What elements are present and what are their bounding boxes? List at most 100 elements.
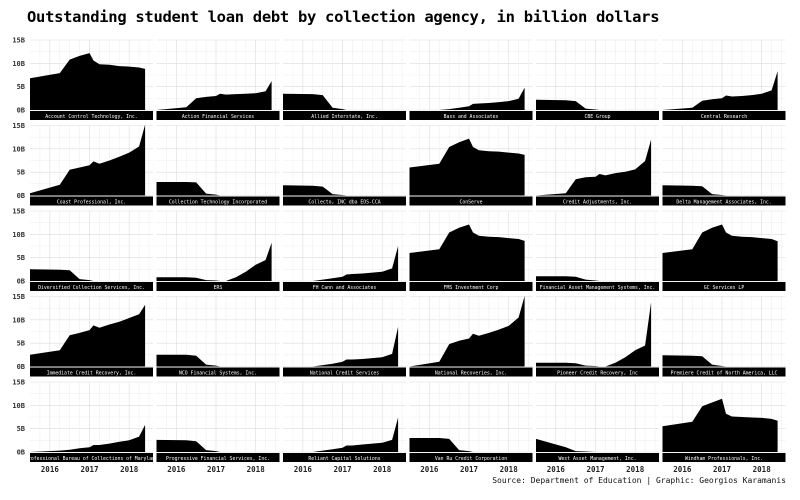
panel: National Recoveries, Inc. — [409, 296, 533, 377]
x-tick-label: 2016 — [41, 465, 60, 474]
series-area — [156, 182, 272, 196]
panel-label: FMS Investment Corp — [444, 285, 499, 291]
panel: Central Research — [662, 39, 786, 120]
panel-label-bar — [409, 282, 533, 291]
panel-label-bar — [156, 282, 280, 291]
y-tick-label: 5B — [17, 83, 25, 91]
panel-label-bar — [156, 111, 280, 120]
panel: CBE Group — [536, 39, 659, 120]
y-tick-label: 15B — [12, 208, 25, 216]
y-tick-label: 5B — [17, 254, 25, 262]
x-tick-label: 2017 — [586, 465, 604, 474]
panel: ERS — [156, 210, 280, 291]
series-area — [156, 354, 272, 367]
panel-label-bar — [662, 111, 786, 120]
panel-label-bar — [662, 196, 786, 206]
panel-label: Windham Professionals, Inc. — [685, 456, 763, 462]
series-area — [662, 185, 778, 196]
panel-label: ConServe — [459, 199, 482, 205]
panel-label-bar — [30, 196, 153, 206]
panel: NCO Financial Systems, Inc. — [156, 296, 280, 377]
panel-label: Reliant Capital Solutions — [308, 456, 380, 462]
series-area — [409, 87, 525, 110]
panel: Immediate Credit Recovery, Inc. 0B 5B 10B 15… — [12, 293, 153, 377]
panel: Progressive Financial Services, Inc. 2016… — [156, 381, 280, 474]
panel-label-bar — [536, 453, 659, 462]
series-area — [662, 355, 778, 367]
panel-label-bar — [283, 111, 406, 120]
panel-label-bar — [536, 111, 659, 120]
panel: Windham Professionals, Inc. 2016 2017 2018 — [662, 381, 786, 474]
panel-label: Credit Adjustments, Inc. — [563, 199, 632, 205]
panel-label-bar — [30, 282, 153, 291]
series-area — [409, 224, 525, 281]
panel-label-bar — [536, 282, 659, 291]
x-tick-label: 2017 — [460, 465, 478, 474]
panel-label-bar — [283, 282, 406, 291]
panel: Bass and Associates — [409, 39, 533, 120]
y-tick-label: 10B — [12, 145, 25, 153]
panel-label-bar — [283, 453, 406, 462]
panel-label: Professional Bureau of Collections of Ma… — [25, 456, 158, 462]
source-caption: Source: Department of Education | Graphi… — [492, 476, 786, 485]
x-tick-label: 2016 — [294, 465, 313, 474]
y-tick-label: 10B — [12, 60, 25, 68]
panel-label: National Credit Services — [310, 370, 379, 376]
panel-label: ERS — [214, 285, 223, 291]
series-area — [30, 53, 146, 110]
panel: Coast Professional, Inc. 0B 5B 10B 15B — [12, 122, 153, 206]
x-tick-label: 2016 — [547, 465, 566, 474]
x-tick-label: 2018 — [373, 465, 392, 474]
series-area — [156, 81, 272, 110]
series-area — [662, 224, 778, 281]
y-tick-label: 15B — [12, 122, 25, 130]
panel-label: Pioneer Credit Recovery, Inc — [557, 370, 638, 376]
panel: GC Services LP — [662, 210, 786, 291]
y-tick-label: 15B — [12, 379, 25, 387]
chart-title: Outstanding student loan debt by collect… — [27, 8, 660, 26]
y-tick-label: 15B — [12, 37, 25, 45]
series-area — [283, 185, 399, 196]
x-tick-label: 2016 — [167, 465, 186, 474]
y-tick-label: 5B — [17, 340, 25, 348]
series-area — [409, 138, 525, 196]
series-area — [283, 326, 399, 367]
panel-label-bar — [409, 453, 533, 462]
x-tick-label: 2018 — [626, 465, 645, 474]
panel: West Asset Management, Inc. 2016 2017 2018 — [536, 381, 659, 474]
series-area — [283, 93, 399, 110]
panel-label: Immediate Credit Recovery, Inc. — [47, 370, 137, 376]
series-area — [662, 398, 778, 452]
x-tick-label: 2018 — [753, 465, 772, 474]
panel-label: CBE Group — [585, 114, 611, 120]
panel-label: Account Control Technology, Inc. — [45, 114, 137, 120]
series-area — [536, 139, 652, 196]
y-tick-label: 0B — [17, 363, 25, 371]
series-area — [283, 417, 399, 452]
panel-label: Collecto, INC dba EOS-CCA — [308, 199, 380, 205]
x-tick-label: 2017 — [80, 465, 98, 474]
panel-label: Central Research — [701, 114, 747, 120]
y-tick-label: 0B — [17, 278, 25, 286]
panel-label-bar — [662, 282, 786, 291]
panel-label: FH Cann and Associates — [313, 285, 377, 291]
panel-label: Progressive Financial Services, Inc. — [166, 456, 270, 462]
y-tick-label: 5B — [17, 425, 25, 433]
panel-label: Diversified Collection Services, Inc. — [38, 285, 145, 291]
panel-label: Financial Asset Management Systems, Inc. — [540, 285, 656, 291]
panel-label: Coast Professional, Inc. — [57, 199, 126, 205]
series-area — [536, 276, 652, 281]
panel-label-bar — [156, 367, 280, 377]
series-area — [156, 242, 272, 281]
panel-label: Premiere Credit of North America, LLC — [671, 370, 778, 376]
series-area — [536, 99, 652, 110]
x-tick-label: 2017 — [713, 465, 731, 474]
series-area — [409, 438, 525, 452]
panel: Premiere Credit of North America, LLC — [662, 296, 786, 377]
panel-label-bar — [536, 196, 659, 206]
panel: Reliant Capital Solutions 2016 2017 2018 — [283, 381, 406, 474]
panel: Professional Bureau of Collections of Ma… — [12, 379, 158, 475]
panel-label-bar — [536, 367, 659, 377]
series-area — [156, 439, 272, 452]
series-area — [536, 302, 652, 367]
